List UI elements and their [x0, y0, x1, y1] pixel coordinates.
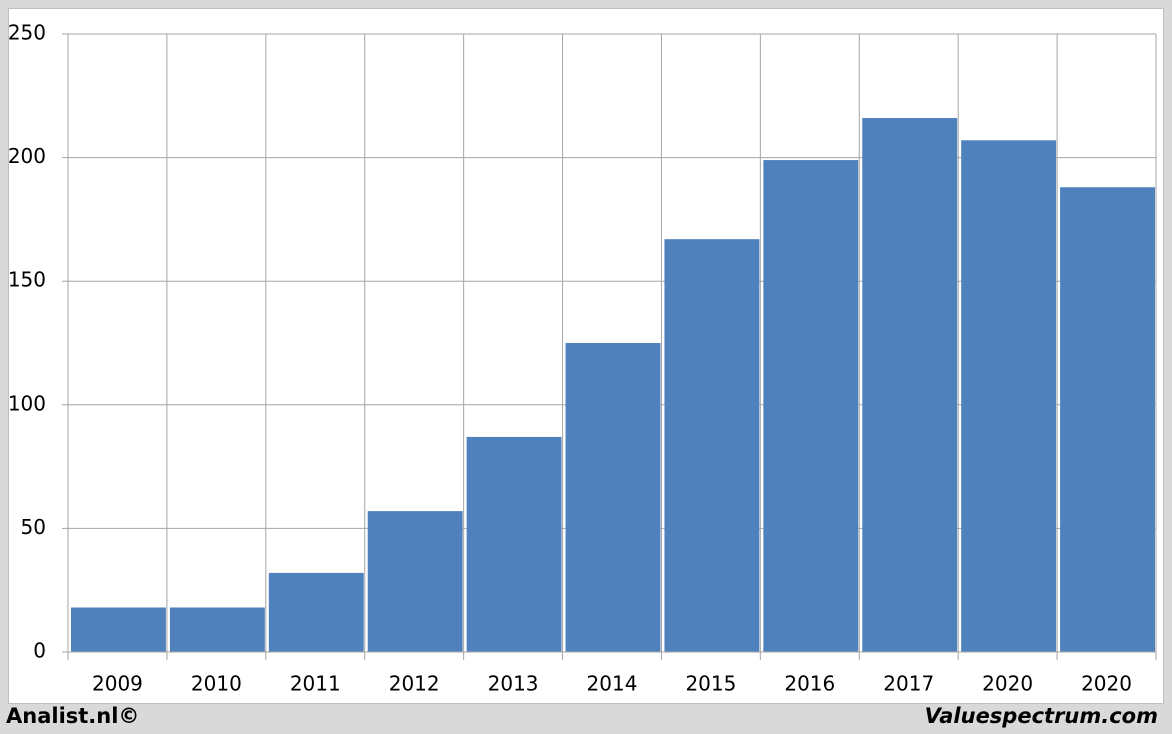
x-tick-label: 2012 — [389, 672, 440, 696]
x-tick-label: 2014 — [587, 672, 638, 696]
bar — [466, 436, 562, 652]
y-tick-label: 250 — [8, 21, 46, 45]
bar — [565, 343, 661, 652]
y-tick-label: 100 — [8, 391, 46, 415]
bar — [367, 511, 463, 652]
source-right: Valuespectrum.com — [925, 704, 1158, 728]
bar — [169, 607, 265, 652]
y-tick-label: 50 — [21, 515, 46, 539]
bar — [71, 607, 166, 652]
x-tick-label: 2011 — [290, 672, 341, 696]
x-tick-label: 2015 — [685, 672, 736, 696]
x-tick-label: 2010 — [191, 672, 242, 696]
source-left: Analist.nl© — [6, 704, 139, 728]
x-tick-label: 2020 — [982, 672, 1033, 696]
y-tick-label: 150 — [8, 268, 46, 292]
x-tick-label: 2016 — [784, 672, 835, 696]
x-tick-label: 2017 — [883, 672, 934, 696]
bar — [664, 239, 760, 652]
y-tick-label: 200 — [8, 144, 46, 168]
y-tick-label: 0 — [33, 639, 46, 663]
bar — [1060, 187, 1155, 652]
x-tick-label: 2013 — [488, 672, 539, 696]
bar — [862, 118, 958, 653]
x-tick-label: 2009 — [92, 672, 143, 696]
x-tick-label: 2020 — [1081, 672, 1132, 696]
bar — [961, 140, 1057, 652]
bar — [763, 160, 859, 652]
bar — [268, 572, 364, 652]
